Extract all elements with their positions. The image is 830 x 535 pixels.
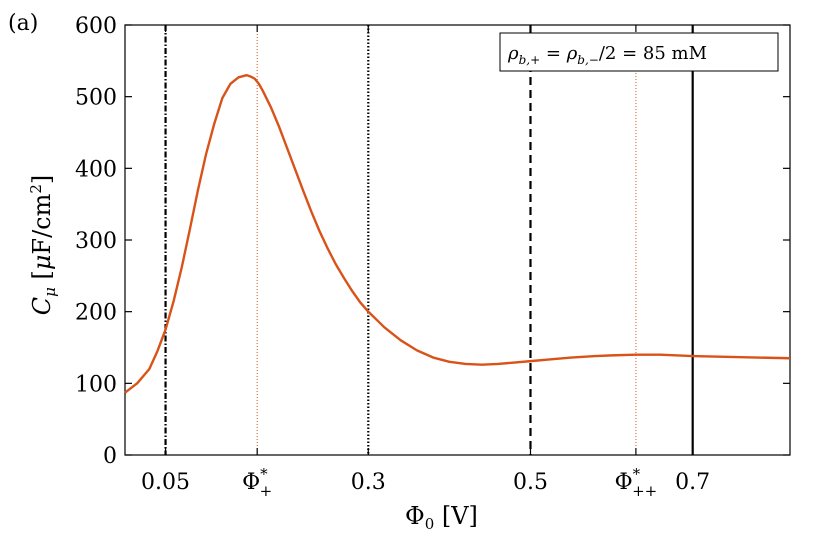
x-tick-label-5: 0.7 [675, 470, 710, 495]
x-axis-title: Φ0 [V] [405, 502, 478, 533]
y-tick-label: 600 [75, 14, 117, 39]
y-tick-label: 100 [75, 372, 117, 397]
vertical-lines [164, 25, 694, 455]
x-tick-label-1: Φ* + [242, 465, 272, 500]
y-tick-label: 0 [103, 444, 117, 469]
legend-text: ρb,+ = ρb,−/2 = 85 mM [507, 43, 707, 67]
panel-label: (a) [8, 11, 38, 36]
series-line-0 [124, 73, 791, 394]
x-ticks: 0.05 Φ* + 0.3 0.5 Φ* ++ 0.7 [141, 25, 710, 500]
series-group [124, 73, 791, 394]
y-ticks: 0 100 200 300 400 500 600 [75, 14, 790, 469]
y-tick-label: 300 [75, 229, 117, 254]
y-tick-label: 400 [75, 157, 117, 182]
legend: ρb,+ = ρb,−/2 = 85 mM [499, 32, 779, 72]
svg-text:Φ0 [V]: Φ0 [V] [405, 502, 478, 533]
x-tick-label-0: 0.05 [141, 470, 190, 495]
y-tick-label: 200 [75, 301, 117, 326]
x-tick-label-2: 0.3 [351, 470, 386, 495]
plot-area [124, 24, 791, 456]
x-tick-label-3: 0.5 [513, 470, 548, 495]
x-tick-label-4: Φ* ++ [615, 465, 658, 500]
svg-text:Cμ [μF/cm2]: Cμ [μF/cm2] [27, 175, 59, 316]
y-tick-label: 500 [75, 86, 117, 111]
y-axis-title: Cμ [μF/cm2] [27, 175, 59, 316]
legend-box [499, 32, 779, 72]
